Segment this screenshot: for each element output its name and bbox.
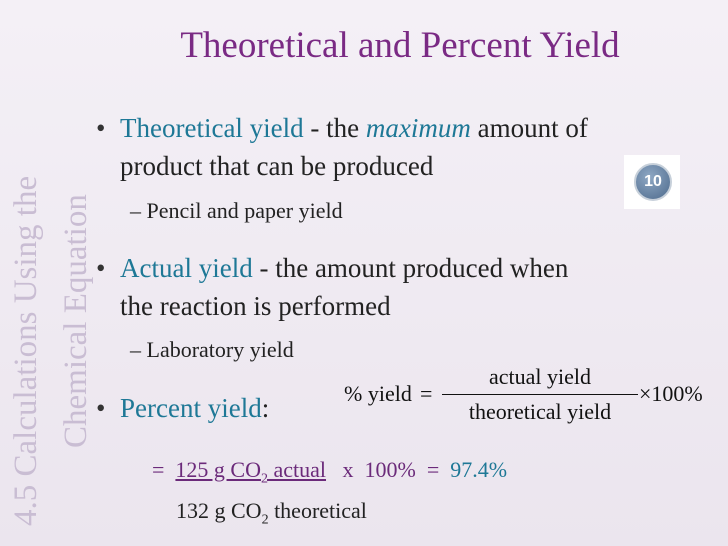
bullet-line: product that can be produced	[120, 151, 434, 181]
bullet: Percent yield:	[96, 393, 270, 424]
term: Percent yield	[120, 393, 262, 423]
formula-lhs: % yield	[344, 381, 412, 406]
result: 97.4%	[450, 457, 508, 482]
subscript: 2	[260, 471, 268, 487]
badge-label: 10	[634, 163, 672, 201]
text: - the amount produced when	[252, 253, 569, 283]
equals: =	[152, 457, 165, 482]
term: Theoretical yield	[120, 113, 304, 143]
subscript: 2	[261, 512, 269, 528]
formula-numerator: actual yield	[488, 364, 591, 389]
side-title: 4.5 Calculations Using the	[8, 175, 44, 526]
bullet: Theoretical yield - the maximum amount o…	[96, 113, 588, 144]
bullet: Actual yield - the amount produced when	[96, 253, 569, 284]
text: :	[261, 393, 270, 423]
formula-eq: =	[420, 381, 433, 406]
denominator: 132 g CO2 theoretical	[176, 498, 367, 528]
text: amount of	[470, 113, 588, 143]
factor: 100%	[364, 457, 416, 482]
numerator: 125 g CO2 actual	[175, 457, 327, 486]
sub-bullet: Pencil and paper yield	[130, 198, 343, 224]
text: - the	[303, 113, 366, 143]
formula-denominator: theoretical yield	[468, 399, 612, 424]
text: theoretical	[268, 498, 367, 523]
equals: =	[426, 457, 440, 482]
text: 125 g CO	[175, 457, 261, 482]
sub-bullet: Laboratory yield	[130, 337, 294, 363]
side-title: Chemical Equation	[58, 194, 94, 448]
text: actual	[267, 457, 327, 482]
slide-title: Theoretical and Percent Yield	[180, 25, 620, 66]
fraction-bar	[442, 394, 638, 395]
times: x	[342, 457, 354, 482]
formula-factor: ×100%	[639, 381, 703, 406]
text: 132 g CO	[176, 498, 262, 523]
bullet-line: the reaction is performed	[120, 291, 391, 321]
term: Actual yield	[120, 253, 253, 283]
calculation: = 125 g CO2 actual x 100% = 97.4%	[152, 457, 507, 487]
emphasis: maximum	[365, 113, 471, 143]
badge: 10	[624, 155, 680, 209]
